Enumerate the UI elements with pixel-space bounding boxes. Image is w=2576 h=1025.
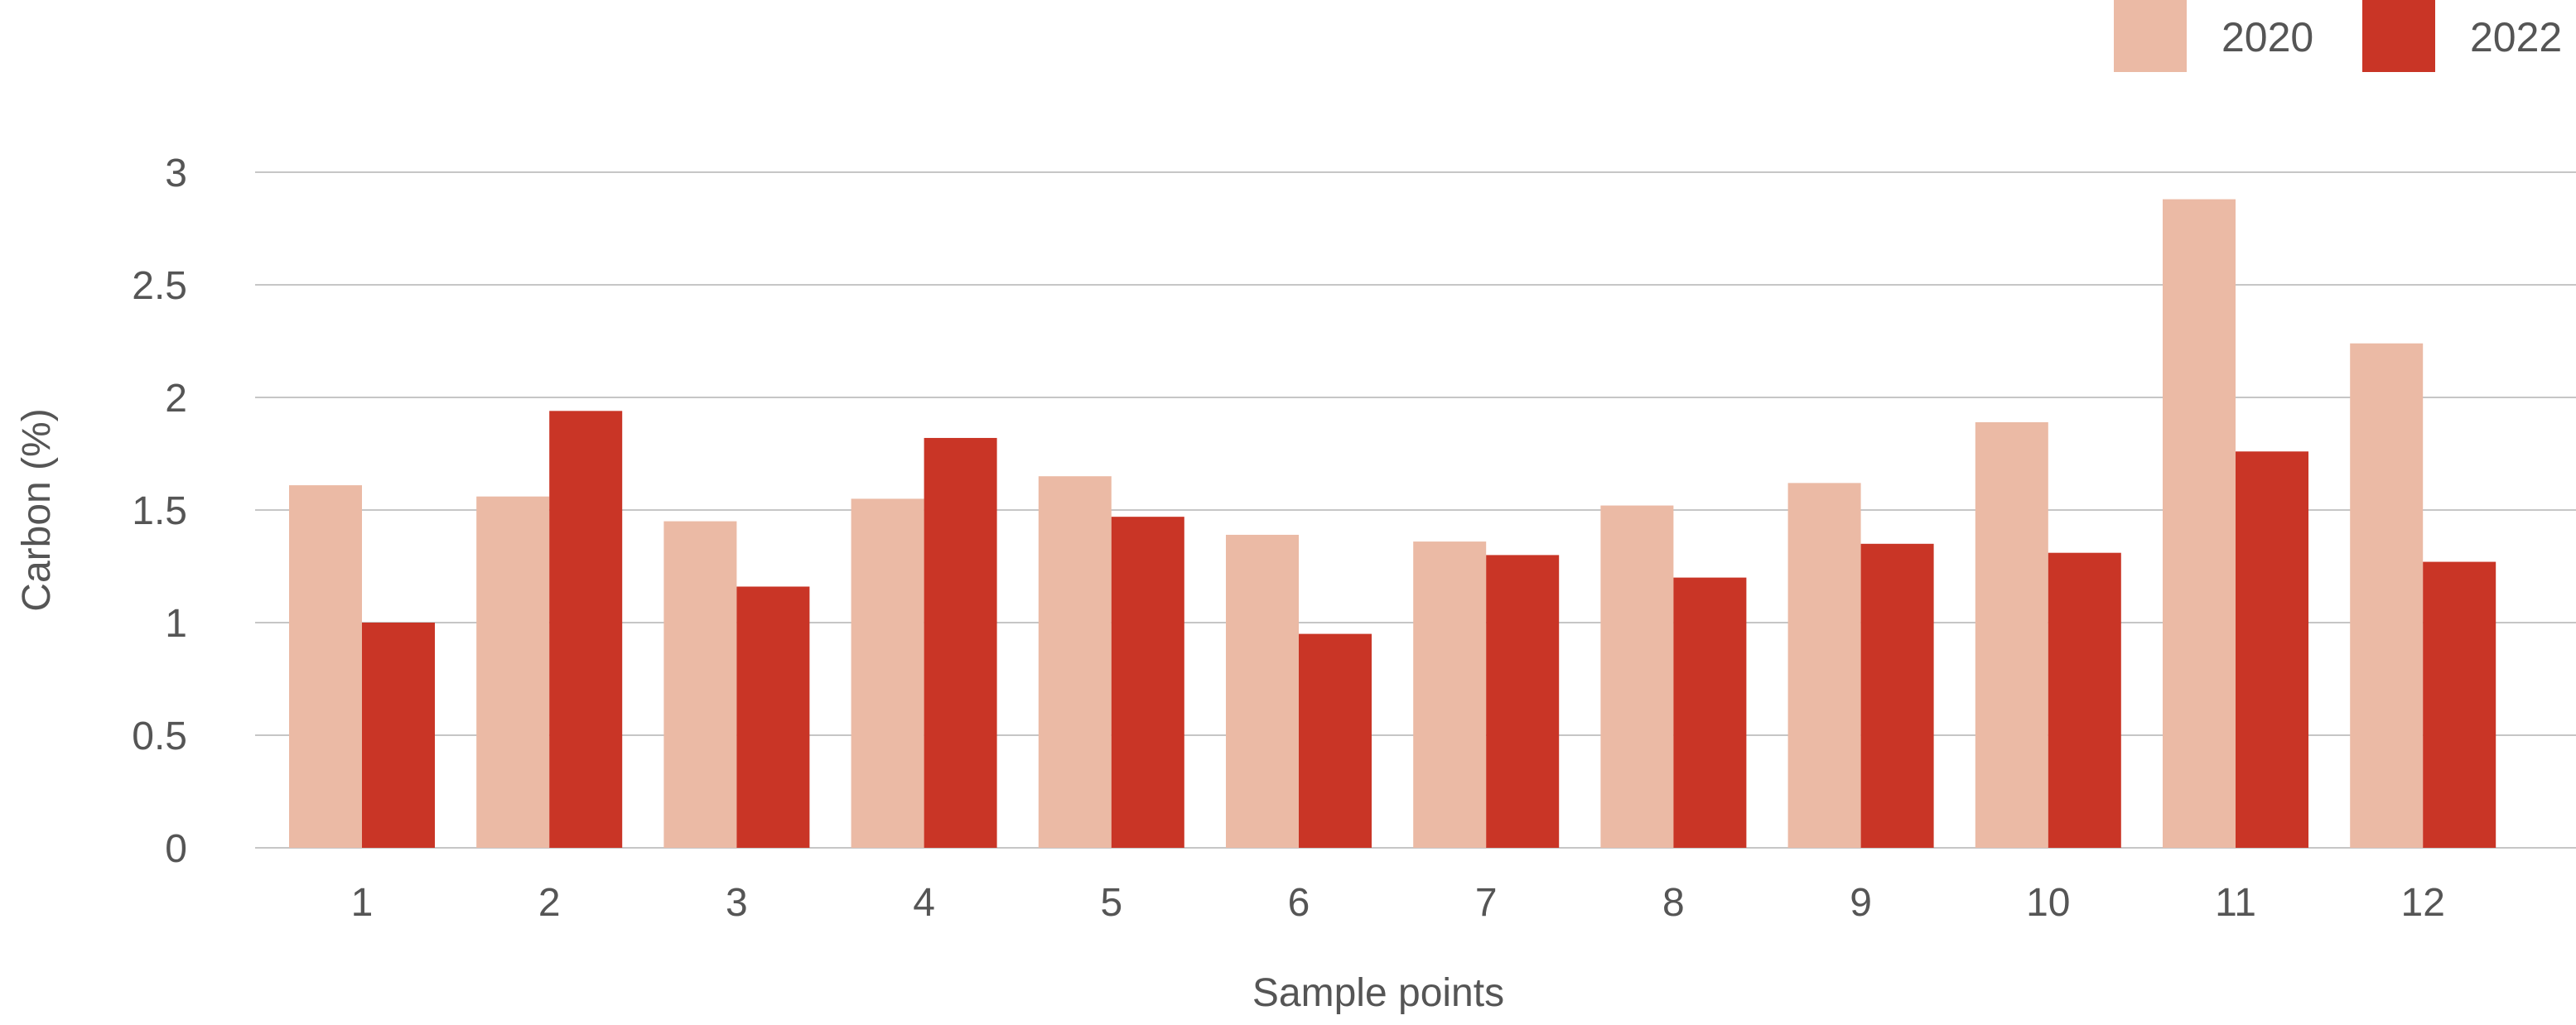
y-tick-label: 3	[165, 152, 187, 195]
bar-2022-8	[1673, 577, 1747, 848]
bar-2020-6	[1226, 534, 1299, 848]
x-tick-label: 5	[1100, 881, 1122, 925]
bar-2022-7	[1486, 555, 1560, 848]
legend: 2020 2022	[2114, 0, 2562, 72]
y-tick-label: 0	[165, 827, 187, 871]
bar-2020-7	[1413, 541, 1487, 848]
x-tick-label: 6	[1288, 881, 1310, 925]
bar-2022-9	[1860, 543, 1934, 848]
bar-2022-5	[1111, 517, 1184, 848]
bars	[289, 199, 2496, 849]
bar-2020-11	[2163, 199, 2236, 848]
bar-2022-11	[2236, 451, 2308, 848]
x-tick-label: 4	[913, 881, 935, 925]
x-tick-label: 8	[1662, 881, 1685, 925]
bar-2020-2	[476, 496, 550, 848]
bar-2022-6	[1299, 633, 1372, 848]
bar-2020-8	[1600, 505, 1674, 848]
bar-2020-12	[2350, 343, 2424, 849]
bar-2020-1	[289, 485, 362, 848]
y-tick-labels: 0 0.5 1 1.5 2 2.5 3	[132, 152, 187, 871]
bar-2022-4	[924, 437, 997, 848]
bar-2020-3	[663, 521, 737, 848]
bar-2022-10	[2048, 552, 2121, 848]
bar-2020-4	[851, 498, 924, 848]
x-axis-label: Sample points	[1252, 971, 1504, 1015]
y-tick-label: 1	[165, 602, 187, 646]
y-tick-label: 1.5	[132, 489, 187, 533]
legend-label-2020: 2020	[2221, 14, 2313, 60]
bar-2020-5	[1038, 476, 1112, 848]
bar-2020-10	[1975, 421, 2048, 848]
y-tick-label: 2.5	[132, 264, 187, 308]
y-axis-label: Carbon (%)	[15, 408, 59, 611]
x-tick-label: 10	[2026, 881, 2070, 925]
bar-2022-2	[549, 411, 623, 848]
x-tick-label: 9	[1850, 881, 1872, 925]
legend-swatch-2020	[2114, 0, 2187, 72]
x-tick-label: 12	[2401, 881, 2445, 925]
x-tick-label: 1	[351, 881, 374, 925]
bar-2022-12	[2423, 561, 2496, 848]
y-tick-label: 0.5	[132, 715, 187, 758]
x-tick-label: 7	[1475, 881, 1498, 925]
x-tick-label: 3	[726, 881, 748, 925]
y-tick-label: 2	[165, 377, 187, 421]
legend-swatch-2022	[2362, 0, 2435, 72]
bar-2022-3	[736, 586, 810, 848]
bar-2022-1	[362, 623, 435, 848]
x-tick-label: 2	[538, 881, 561, 925]
legend-label-2022: 2022	[2470, 14, 2562, 60]
x-tick-labels: 1 2 3 4 5 6 7 8 9 10 11 12	[351, 881, 2445, 925]
bar-2020-9	[1787, 483, 1861, 848]
x-tick-label: 11	[2215, 881, 2256, 925]
